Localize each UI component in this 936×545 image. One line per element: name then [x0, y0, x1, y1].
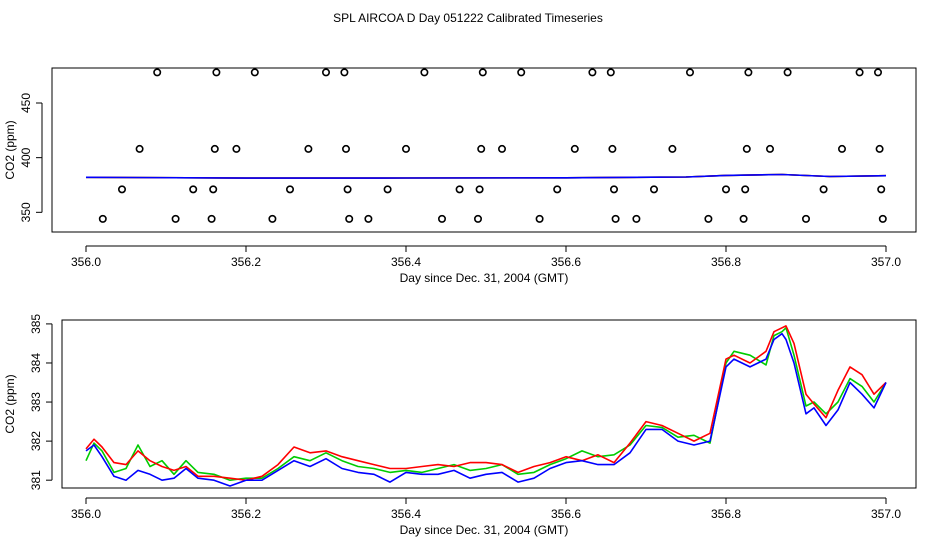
calibration-point [517, 68, 526, 77]
calibration-point [207, 214, 216, 223]
top-plot-axes: 356.0 356.2 356.4 356.6 356.8 357.0 350 400 450 [19, 93, 901, 269]
calibration-point [873, 68, 882, 77]
calibration-point [437, 214, 446, 223]
calibration-point [401, 144, 410, 153]
calibration-point [741, 185, 750, 194]
bottom-x-axis-label: Day since Dec. 31, 2004 (GMT) [400, 523, 569, 537]
calibration-point [345, 214, 354, 223]
calibration-point [478, 68, 487, 77]
bottom-series-line-2 [85, 332, 887, 487]
calibration-point [668, 144, 677, 153]
top-plot-frame [51, 67, 917, 233]
bottom-plot-axes: 356.0 356.2 356.4 356.6 356.8 357.0 381 382 383 3… [29, 314, 901, 521]
bottom-y-tick-label: 382 [29, 431, 43, 451]
calibration-point [420, 68, 429, 77]
calibration-point [739, 214, 748, 223]
calibration-point [455, 185, 464, 194]
calibration-point [649, 185, 658, 194]
bottom-x-tick-label: 356.2 [231, 507, 261, 521]
calibration-point [364, 214, 373, 223]
bottom-y-tick-label: 383 [29, 392, 43, 412]
calibration-point [878, 214, 887, 223]
bottom-y-tick-label: 381 [29, 470, 43, 490]
calibration-point [304, 144, 313, 153]
calibration-point [477, 144, 486, 153]
calibration-point [877, 185, 886, 194]
calibration-point [268, 214, 277, 223]
top-x-axis-label: Day since Dec. 31, 2004 (GMT) [400, 271, 569, 285]
top-series-line-2 [85, 173, 887, 179]
bottom-x-tick-label: 356.6 [551, 507, 581, 521]
top-y-tick-label: 450 [19, 93, 33, 113]
calibration-point [704, 214, 713, 223]
calibration-point [340, 68, 349, 77]
calibration-point [210, 144, 219, 153]
calibration-point [118, 185, 127, 194]
calibration-point [553, 185, 562, 194]
calibration-point [721, 185, 730, 194]
top-x-tick-label: 356.0 [71, 255, 101, 269]
calibration-point [570, 144, 579, 153]
calibration-point [535, 214, 544, 223]
calibration-point [153, 68, 162, 77]
bottom-y-tick-label: 385 [29, 314, 43, 334]
bottom-series-line-1 [85, 325, 887, 481]
calibration-point [189, 185, 198, 194]
calibration-point [837, 144, 846, 153]
calibration-point [608, 144, 617, 153]
top-x-tick-label: 356.2 [231, 255, 261, 269]
calibration-point [855, 68, 864, 77]
top-x-tick-label: 356.8 [711, 255, 741, 269]
bottom-x-tick-label: 356.4 [391, 507, 421, 521]
bottom-plot-frame [61, 319, 917, 489]
calibration-point [632, 214, 641, 223]
bottom-plot-marks [85, 325, 887, 487]
calibration-point [606, 68, 615, 77]
calibration-point [285, 185, 294, 194]
bottom-y-axis-label: CO2 (ppm) [3, 374, 17, 433]
bottom-x-tick-label: 356.8 [711, 507, 741, 521]
calibration-point [685, 68, 694, 77]
top-y-tick-label: 350 [19, 202, 33, 222]
calibration-point [742, 144, 751, 153]
calibration-point [783, 68, 792, 77]
calibration-point [383, 185, 392, 194]
bottom-x-tick-label: 356.0 [71, 507, 101, 521]
calibration-point [321, 68, 330, 77]
bottom-x-tick-label: 357.0 [871, 507, 901, 521]
calibration-point [212, 68, 221, 77]
top-y-tick-label: 400 [19, 147, 33, 167]
bottom-y-tick-label: 384 [29, 353, 43, 373]
calibration-point [98, 214, 107, 223]
calibration-point [801, 214, 810, 223]
calibration-point [819, 185, 828, 194]
calibration-point [744, 68, 753, 77]
calibration-point [473, 214, 482, 223]
calibration-point [765, 144, 774, 153]
calibration-point [475, 185, 484, 194]
top-x-tick-label: 356.4 [391, 255, 421, 269]
calibration-point [611, 214, 620, 223]
calibration-point [341, 144, 350, 153]
calibration-point [171, 214, 180, 223]
calibration-point [209, 185, 218, 194]
chart-title: SPL AIRCOA D Day 051222 Calibrated Times… [333, 11, 603, 25]
top-plot-marks [85, 68, 887, 223]
top-x-tick-label: 356.6 [551, 255, 581, 269]
top-x-tick-label: 357.0 [871, 255, 901, 269]
calibration-point [588, 68, 597, 77]
calibration-point [343, 185, 352, 194]
calibration-point [875, 144, 884, 153]
calibration-point [250, 68, 259, 77]
calibration-point [232, 144, 241, 153]
calibration-point [497, 144, 506, 153]
calibration-point [135, 144, 144, 153]
top-y-axis-label: CO2 (ppm) [3, 120, 17, 179]
calibration-point [609, 185, 618, 194]
